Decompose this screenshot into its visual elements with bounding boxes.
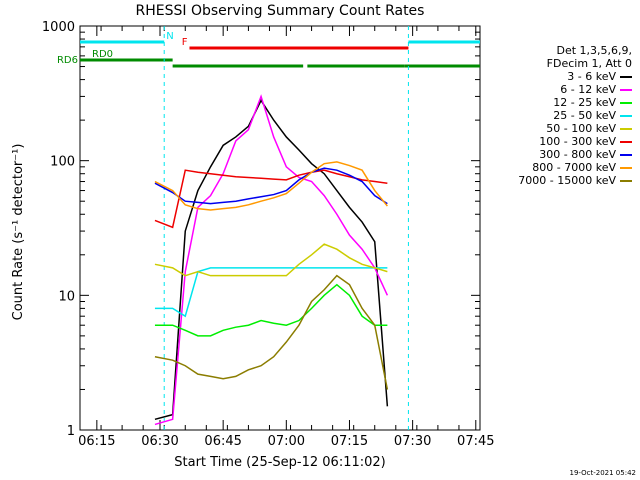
y-axis-label: Count Rate (s⁻¹ detector⁻¹) [11,144,26,321]
legend-label: 25 - 50 keV [553,109,616,122]
legend-header-1: Det 1,3,5,6,9, [556,44,632,57]
x-tick-label: 07:45 [457,434,494,449]
legend-swatch [620,166,632,169]
legend-item: 25 - 50 keV [462,109,632,122]
legend-swatch [620,140,632,143]
y-tick-label: 10 [58,289,75,304]
x-tick-label: 07:30 [394,434,431,449]
x-axis-label: Start Time (25-Sep-12 06:11:02) [174,455,385,470]
chart-title: RHESSI Observing Summary Count Rates [136,3,425,19]
status-bar-label: RD6 [57,55,78,66]
series-line-1 [154,94,389,426]
legend-swatch [620,75,632,78]
plot-frame [79,25,481,431]
status-bar-label: F [182,37,188,48]
x-tick-label: 06:45 [204,434,241,449]
legend-item: 12 - 25 keV [462,96,632,109]
x-tick-label: 06:15 [78,434,115,449]
legend-label: 100 - 300 keV [539,135,616,148]
status-bar-label: RD0 [92,49,113,60]
plot-area: 1 10 100 1000 06:15 06:30 06:45 07:00 07:15 07:30… [42,20,495,449]
legend-item: 300 - 800 keV [462,148,632,161]
legend-label: 300 - 800 keV [539,148,616,161]
legend-label: 50 - 100 keV [546,122,616,135]
legend-item: 7000 - 15000 keV [462,174,632,187]
series-line-8 [154,274,389,390]
x-tick-label: 06:30 [141,434,178,449]
legend-swatch [620,114,632,117]
x-tick-label: 07:15 [331,434,368,449]
series-line-5 [154,169,388,229]
series-line-4 [154,243,388,277]
legend-item: 800 - 7000 keV [462,161,632,174]
y-tick-label: 1000 [42,20,75,35]
legend: Det 1,3,5,6,9, FDecim 1, Att 0 3 - 6 keV… [462,44,632,187]
legend-item: 50 - 100 keV [462,122,632,135]
legend-item: 3 - 6 keV [462,70,632,83]
legend-item: 6 - 12 keV [462,83,632,96]
series-line-6 [154,167,388,205]
legend-swatch [620,127,632,130]
legend-label: 800 - 7000 keV [532,161,616,174]
legend-label: 7000 - 15000 keV [518,174,616,187]
legend-header-2: FDecim 1, Att 0 [546,57,632,70]
series-line-7 [154,161,388,211]
legend-items: 3 - 6 keV 6 - 12 keV 12 - 25 keV 25 - 50 ke… [462,70,632,187]
legend-item: 100 - 300 keV [462,135,632,148]
x-tick-label: 07:00 [268,434,305,449]
legend-swatch [620,153,632,156]
timestamp: 19-Oct-2021 05:42 [569,469,636,477]
y-tick-label: 100 [50,155,75,170]
legend-label: 12 - 25 keV [553,96,616,109]
y-tick-label: 1 [67,424,75,439]
legend-swatch [620,101,632,104]
legend-label: 3 - 6 keV [567,70,616,83]
legend-swatch [620,88,632,91]
legend-swatch [620,179,632,182]
legend-label: 6 - 12 keV [560,83,616,96]
series-line-0 [154,98,389,421]
status-bar-label: N [166,31,173,42]
series-line-2 [154,283,388,337]
